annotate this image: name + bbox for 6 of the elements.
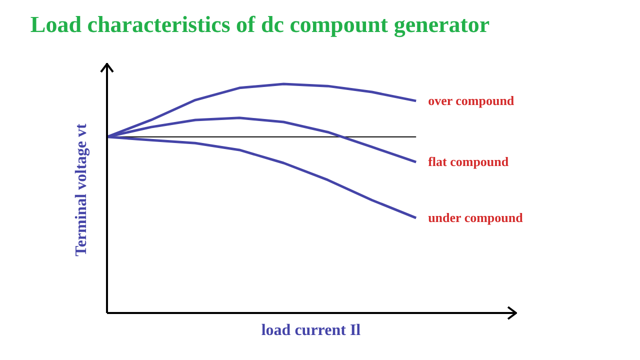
chart-title: Load characteristics of dc compount generator	[29, 12, 491, 38]
series-label: under compound	[428, 210, 524, 225]
x-axis-title: load current Il	[260, 322, 362, 340]
series-label: over compound	[428, 92, 515, 108]
series-label: flat compound	[428, 154, 510, 170]
y-axis-title: Terminal voltage vt	[73, 124, 91, 256]
